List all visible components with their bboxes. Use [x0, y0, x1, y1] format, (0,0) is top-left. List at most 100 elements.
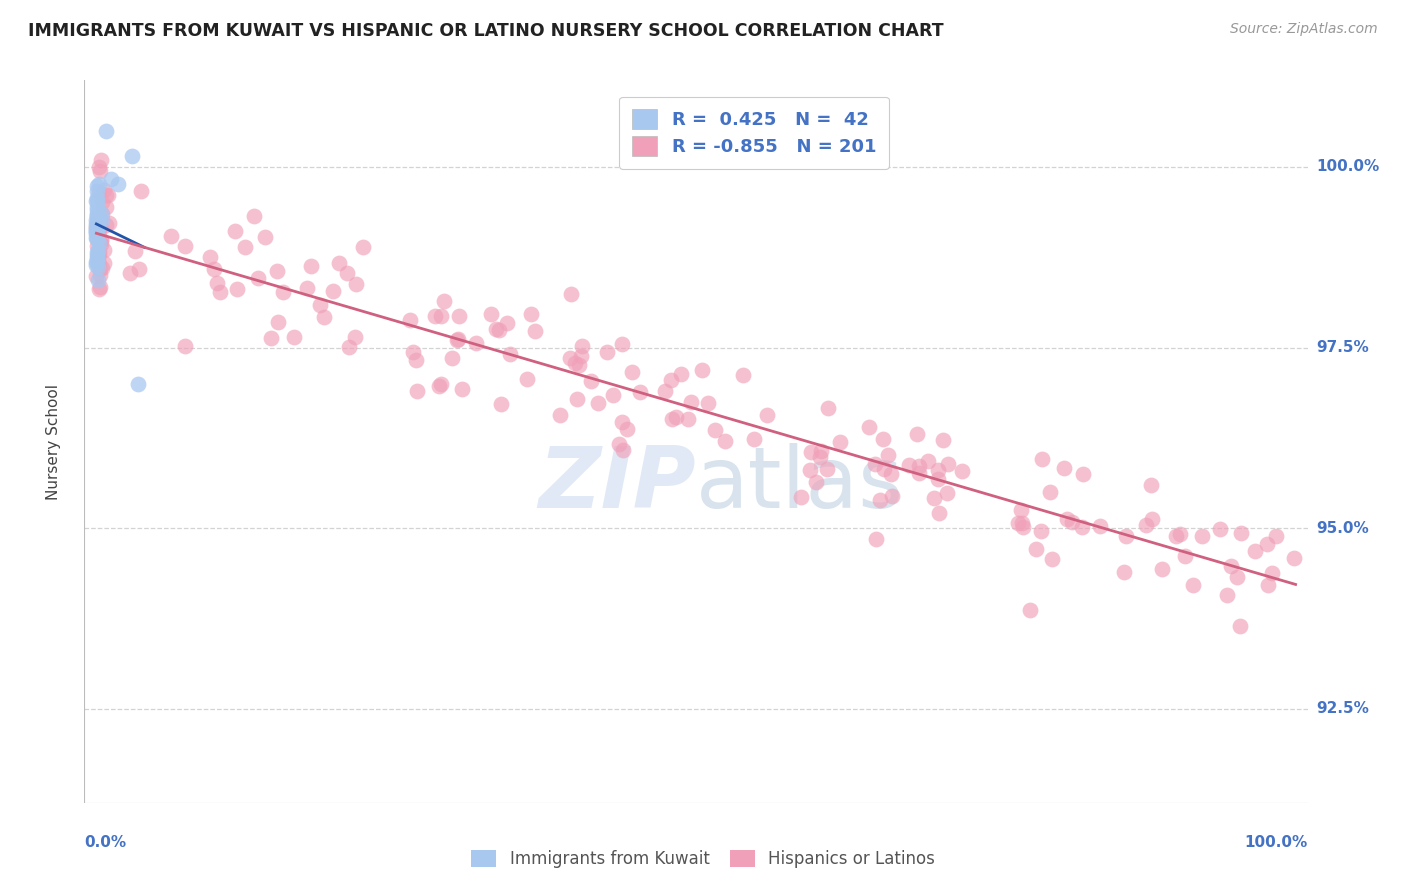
Point [1182, 578, 1205, 592]
Point [94, 188, 117, 202]
Point [398, 313, 420, 327]
Point [924, 491, 946, 505]
Point [87, 225, 110, 239]
Point [880, 489, 903, 503]
Point [696, 396, 718, 410]
Point [89, 268, 111, 282]
Point [488, 323, 510, 337]
Point [858, 420, 880, 434]
Point [352, 240, 374, 254]
Text: 100.0%: 100.0% [1244, 835, 1308, 850]
Point [89, 177, 111, 191]
Point [205, 277, 228, 291]
Point [247, 271, 270, 285]
Point [654, 384, 676, 399]
Point [810, 443, 832, 458]
Point [863, 457, 886, 471]
Point [932, 433, 955, 447]
Point [336, 266, 359, 280]
Point [447, 332, 470, 346]
Point [1168, 527, 1191, 541]
Point [90, 233, 112, 247]
Point [89, 215, 111, 229]
Point [202, 261, 225, 276]
Point [440, 351, 463, 366]
Text: 0.0%: 0.0% [84, 835, 127, 850]
Point [86, 194, 108, 208]
Point [692, 363, 714, 377]
Point [271, 285, 294, 299]
Point [1282, 551, 1305, 566]
Point [93, 183, 115, 197]
Point [86, 223, 108, 237]
Point [1011, 516, 1033, 530]
Point [86, 224, 108, 238]
Point [877, 448, 900, 462]
Text: Source: ZipAtlas.com: Source: ZipAtlas.com [1230, 22, 1378, 37]
Point [86, 191, 108, 205]
Point [86, 254, 108, 268]
Point [86, 231, 108, 245]
Point [86, 214, 108, 228]
Point [1007, 516, 1029, 531]
Point [299, 259, 322, 273]
Point [86, 239, 108, 253]
Point [86, 214, 108, 228]
Point [344, 277, 367, 292]
Point [402, 344, 425, 359]
Point [430, 377, 453, 392]
Point [87, 220, 110, 235]
Point [1257, 578, 1279, 592]
Point [817, 401, 839, 415]
Point [659, 372, 682, 386]
Point [97, 188, 120, 202]
Point [1053, 461, 1076, 475]
Point [1164, 529, 1187, 543]
Point [86, 178, 108, 193]
Point [804, 475, 827, 490]
Point [243, 209, 266, 223]
Point [159, 229, 181, 244]
Point [91, 213, 114, 227]
Legend: Immigrants from Kuwait, Hispanics or Latinos: Immigrants from Kuwait, Hispanics or Lat… [464, 843, 942, 875]
Point [266, 264, 288, 278]
Point [558, 351, 581, 365]
Point [828, 434, 851, 449]
Point [869, 492, 891, 507]
Point [89, 219, 111, 233]
Point [86, 224, 108, 238]
Point [679, 395, 702, 409]
Point [1264, 529, 1286, 543]
Point [1010, 503, 1032, 517]
Point [89, 219, 111, 233]
Point [676, 412, 699, 426]
Point [87, 260, 110, 275]
Point [485, 322, 508, 336]
Point [328, 256, 350, 270]
Point [808, 450, 831, 464]
Point [128, 261, 150, 276]
Point [713, 434, 735, 448]
Point [928, 507, 950, 521]
Point [91, 195, 114, 210]
Point [1060, 515, 1083, 529]
Point [87, 282, 110, 296]
Point [87, 218, 110, 232]
Point [1174, 549, 1197, 564]
Point [446, 334, 468, 348]
Point [312, 310, 335, 324]
Point [790, 490, 813, 504]
Point [917, 454, 939, 468]
Point [86, 232, 108, 246]
Point [927, 463, 949, 477]
Point [96, 219, 118, 233]
Point [174, 239, 197, 253]
Point [429, 378, 451, 392]
Point [936, 457, 959, 471]
Point [124, 244, 146, 258]
Point [927, 472, 949, 486]
Point [86, 220, 108, 235]
Point [800, 445, 823, 459]
Point [430, 309, 453, 323]
Point [1256, 537, 1278, 551]
